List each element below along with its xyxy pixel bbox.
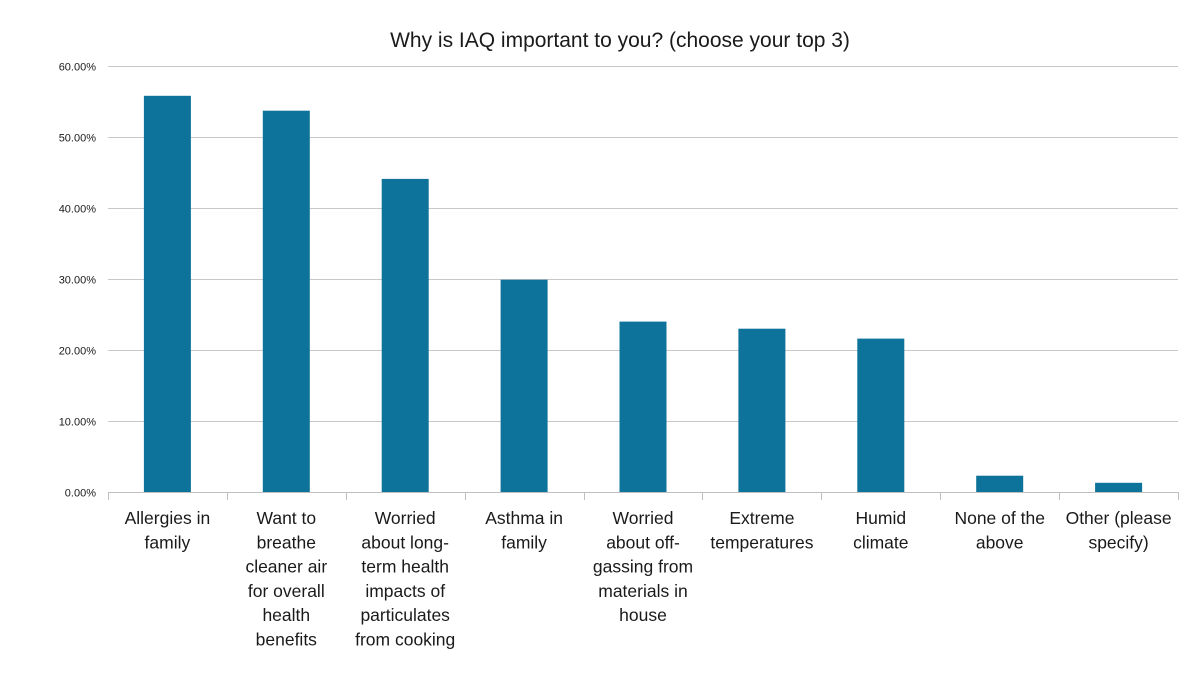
x-tick-label-line: specify)	[1088, 532, 1148, 552]
bar	[262, 110, 310, 492]
bar	[381, 178, 429, 492]
x-tick-label-line: Humid	[856, 508, 907, 528]
bar	[500, 279, 548, 492]
x-tick-label-line: family	[145, 532, 191, 552]
x-tick-label-line: Other (please	[1066, 508, 1172, 528]
x-tick-label-line: Asthma in	[485, 508, 563, 528]
x-tick-label-line: Worried	[613, 508, 674, 528]
x-tick-label-line: about off-	[606, 532, 680, 552]
y-tick-label: 0.00%	[65, 488, 96, 500]
bar	[143, 95, 191, 493]
y-tick-label: 60.00%	[59, 62, 97, 74]
x-tick-label-line: particulates	[360, 605, 450, 625]
x-tick-label-line: None of the	[954, 508, 1044, 528]
x-tick-label: Worried about long-term health impacts of p…	[355, 508, 455, 650]
x-tick-label: Asthma in family	[485, 508, 563, 552]
x-tick-label-line: Worried	[375, 508, 436, 528]
x-tick-label: Allergies in family	[125, 508, 211, 552]
x-tick-label: Want to breathe cleaner air for overall heal…	[245, 508, 327, 650]
y-axis-tick-labels: 0.00% 10.00% 20.00% 30.00% 40.00% 50.00% 60.00…	[59, 62, 97, 500]
x-tick-label-line: breathe	[257, 532, 316, 552]
x-tick-label-line: house	[619, 605, 667, 625]
x-tick-label: Extreme temperatures	[710, 508, 813, 552]
y-tick-label: 40.00%	[59, 204, 97, 216]
x-tick-label-line: term health	[361, 557, 449, 577]
chart-title: Why is IAQ important to you? (choose you…	[390, 29, 850, 52]
bar	[976, 475, 1024, 492]
x-tick-label-line: temperatures	[710, 532, 813, 552]
x-tick-label-line: materials in	[598, 581, 687, 601]
bar	[738, 328, 786, 492]
x-tick-label-line: impacts of	[365, 581, 445, 601]
bar	[619, 321, 667, 492]
bars	[143, 95, 1143, 493]
y-tick-label: 30.00%	[59, 275, 97, 287]
bar	[857, 338, 905, 492]
x-tick-label-line: benefits	[256, 630, 318, 650]
x-tick-label-line: health	[262, 605, 310, 625]
x-tick-label: Other (please specify)	[1066, 508, 1172, 552]
x-tick-label-line: Want to	[256, 508, 316, 528]
x-tick-label-line: for overall	[248, 581, 325, 601]
x-axis-tick-labels: Allergies in family Want to breathe cleaner …	[125, 508, 1172, 650]
x-tick-label-line: climate	[853, 532, 908, 552]
y-tick-label: 50.00%	[59, 133, 97, 145]
x-tick-label-line: from cooking	[355, 630, 455, 650]
x-tick-label-line: about long-	[361, 532, 449, 552]
x-tick-label: None of the above	[954, 508, 1044, 552]
x-tick-label-line: family	[501, 532, 547, 552]
x-tick-label-line: Allergies in	[125, 508, 211, 528]
x-tick-label-line: above	[976, 532, 1024, 552]
x-tick-label-line: Extreme	[729, 508, 794, 528]
x-tick-label-line: cleaner air	[245, 557, 327, 577]
x-tick-label-line: gassing from	[593, 557, 693, 577]
y-tick-label: 10.00%	[59, 417, 97, 429]
x-tick-label: Humid climate	[853, 508, 908, 552]
y-tick-label: 20.00%	[59, 346, 97, 358]
x-tick-label: Worried about off-gassing from materials i…	[593, 508, 693, 625]
x-axis	[108, 492, 1179, 500]
bar	[1095, 482, 1143, 492]
